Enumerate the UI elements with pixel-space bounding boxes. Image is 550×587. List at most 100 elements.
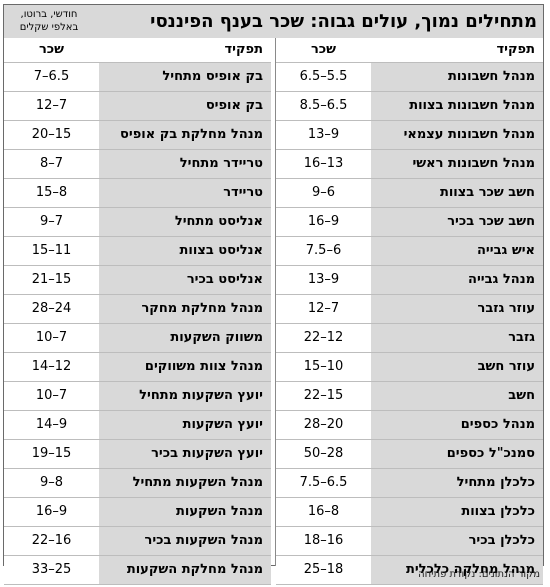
- role-cell: מנהל חשבונות בצוות: [371, 92, 543, 120]
- table-row: אנליסט בצוות 15–11: [4, 237, 271, 266]
- role-cell: מנהל השקעות מתחיל: [99, 469, 271, 497]
- role-cell: מנהל צוות משווקים: [99, 353, 271, 381]
- salary-cell: 8.5–6.5: [276, 92, 371, 120]
- table-row: איש גבייה 7.5–6: [276, 237, 543, 266]
- header-salary: שכר: [4, 38, 99, 62]
- salary-cell: 10–7: [4, 324, 99, 352]
- table-row: אנליסט מתחיל 9–7: [4, 208, 271, 237]
- role-cell: כלכלן בצוות: [371, 498, 543, 526]
- role-cell: מנהל חשבונות: [371, 63, 543, 91]
- table-row: מנהל מחלקת בק אופיס 20–15: [4, 121, 271, 150]
- salary-cell: 14–9: [4, 411, 99, 439]
- role-cell: יועץ השקעות: [99, 411, 271, 439]
- salary-cell: 8–7: [4, 150, 99, 178]
- role-cell: מנהל חשבונות ראשי: [371, 150, 543, 178]
- salary-cell: 7–6.5: [4, 63, 99, 91]
- table-row: בק אופיס 12–7: [4, 92, 271, 121]
- salary-cell: 15–8: [4, 179, 99, 207]
- salary-cell: 28–20: [276, 411, 371, 439]
- table-row: מנהל כספים 28–20: [276, 411, 543, 440]
- role-cell: מנהל השקעות בכיר: [99, 527, 271, 555]
- data-source-note: מקור הנתונים: נקודת פתיחה: [418, 569, 540, 580]
- salary-cell: 16–9: [276, 208, 371, 236]
- role-cell: מנהל השקעות: [99, 498, 271, 526]
- salary-cell: 7.5–6.5: [276, 469, 371, 497]
- table-row: חשב שכר בצוות 9–6: [276, 179, 543, 208]
- role-cell: חשב: [371, 382, 543, 410]
- salary-cell: 15–11: [4, 237, 99, 265]
- table-row: יועץ השקעות 14–9: [4, 411, 271, 440]
- salary-cell: 9–7: [4, 208, 99, 236]
- table-row: מנהל חשבונות ראשי 16–13: [276, 150, 543, 179]
- role-cell: גזבר: [371, 324, 543, 352]
- role-cell: איש גבייה: [371, 237, 543, 265]
- salary-cell: 16–13: [276, 150, 371, 178]
- units-note: חודשי, ברוטו, באלפי שקלים: [8, 8, 90, 34]
- table-row: מנהל מחלקת מחקר 28–24: [4, 295, 271, 324]
- role-cell: חשב שכר בכיר: [371, 208, 543, 236]
- role-cell: כלכלן מתחיל: [371, 469, 543, 497]
- role-cell: יועץ השקעות בכיר: [99, 440, 271, 468]
- role-cell: מנהל מחלקת מחקר: [99, 295, 271, 323]
- units-note-line2: באלפי שקלים: [19, 22, 79, 33]
- header-role: תפקיד: [99, 38, 271, 62]
- role-cell: משווק השקעות: [99, 324, 271, 352]
- table-row: מנהל חשבונות 6.5–5.5: [276, 63, 543, 92]
- salary-cell: 19–15: [4, 440, 99, 468]
- role-cell: אנליסט בכיר: [99, 266, 271, 294]
- header-row: תפקיד שכר: [276, 38, 543, 63]
- table-row: מנהל השקעות בכיר 22–16: [4, 527, 271, 556]
- role-cell: כלכלן בכיר: [371, 527, 543, 555]
- salary-cell: 25–18: [276, 556, 371, 584]
- table-row: סמנכ"ל כספים 50–28: [276, 440, 543, 469]
- table-row: כלכלן בכיר 18–16: [276, 527, 543, 556]
- header-row: תפקיד שכר: [4, 38, 271, 63]
- salary-cell: 18–16: [276, 527, 371, 555]
- role-cell: מנהל מחלקת השקעות: [99, 556, 271, 584]
- role-cell: טריידר: [99, 179, 271, 207]
- page-title: מתחילים נמוך, עולים גבוה: שכר בענף הפיננ…: [150, 11, 537, 32]
- table-row: מנהל מחלקת השקעות 33–25: [4, 556, 271, 585]
- salary-cell: 22–12: [276, 324, 371, 352]
- role-cell: עוזר גזבר: [371, 295, 543, 323]
- table-row: מנהל השקעות מתחיל 9–8: [4, 469, 271, 498]
- salary-cell: 13–9: [276, 266, 371, 294]
- table-row: מנהל צוות משווקים 14–12: [4, 353, 271, 382]
- salary-cell: 28–24: [4, 295, 99, 323]
- table-row: יועץ השקעות בכיר 19–15: [4, 440, 271, 469]
- salary-cell: 50–28: [276, 440, 371, 468]
- salary-cell: 15–10: [276, 353, 371, 381]
- role-cell: בק אופיס: [99, 92, 271, 120]
- role-cell: מנהל מחלקה כלכלית: [371, 556, 543, 584]
- salary-cell: 33–25: [4, 556, 99, 584]
- salary-cell: 22–15: [276, 382, 371, 410]
- table-row: עוזר גזבר 12–7: [276, 295, 543, 324]
- salary-cell: 9–6: [276, 179, 371, 207]
- salary-cell: 21–15: [4, 266, 99, 294]
- table-row: מנהל השקעות 16–9: [4, 498, 271, 527]
- table-row: גזבר 22–12: [276, 324, 543, 353]
- header-salary: שכר: [276, 38, 371, 62]
- salary-cell: 12–7: [276, 295, 371, 323]
- table-row: כלכלן בצוות 16–8: [276, 498, 543, 527]
- title-bar: מתחילים נמוך, עולים גבוה: שכר בענף הפיננ…: [4, 5, 543, 38]
- table-row: כלכלן מתחיל 7.5–6.5: [276, 469, 543, 498]
- role-cell: אנליסט מתחיל: [99, 208, 271, 236]
- role-cell: חשב שכר בצוות: [371, 179, 543, 207]
- role-cell: מנהל גבייה: [371, 266, 543, 294]
- role-cell: סמנכ"ל כספים: [371, 440, 543, 468]
- role-cell: עוזר חשב: [371, 353, 543, 381]
- salary-cell: 16–9: [4, 498, 99, 526]
- salary-table-frame: מתחילים נמוך, עולים גבוה: שכר בענף הפיננ…: [3, 4, 544, 585]
- salary-cell: 6.5–5.5: [276, 63, 371, 91]
- salary-cell: 14–12: [4, 353, 99, 381]
- units-note-line1: חודשי, ברוטו,: [20, 9, 78, 20]
- role-cell: בק אופיס מתחיל: [99, 63, 271, 91]
- left-column-table: תפקיד שכר בק אופיס מתחיל 7–6.5 בק אופיס 12–…: [4, 38, 271, 585]
- table-row: משווק השקעות 10–7: [4, 324, 271, 353]
- table-row: מנהל חשבונות בצוות 8.5–6.5: [276, 92, 543, 121]
- table-row: אנליסט בכיר 21–15: [4, 266, 271, 295]
- table-row: עוזר חשב 15–10: [276, 353, 543, 382]
- salary-cell: 20–15: [4, 121, 99, 149]
- header-role: תפקיד: [371, 38, 543, 62]
